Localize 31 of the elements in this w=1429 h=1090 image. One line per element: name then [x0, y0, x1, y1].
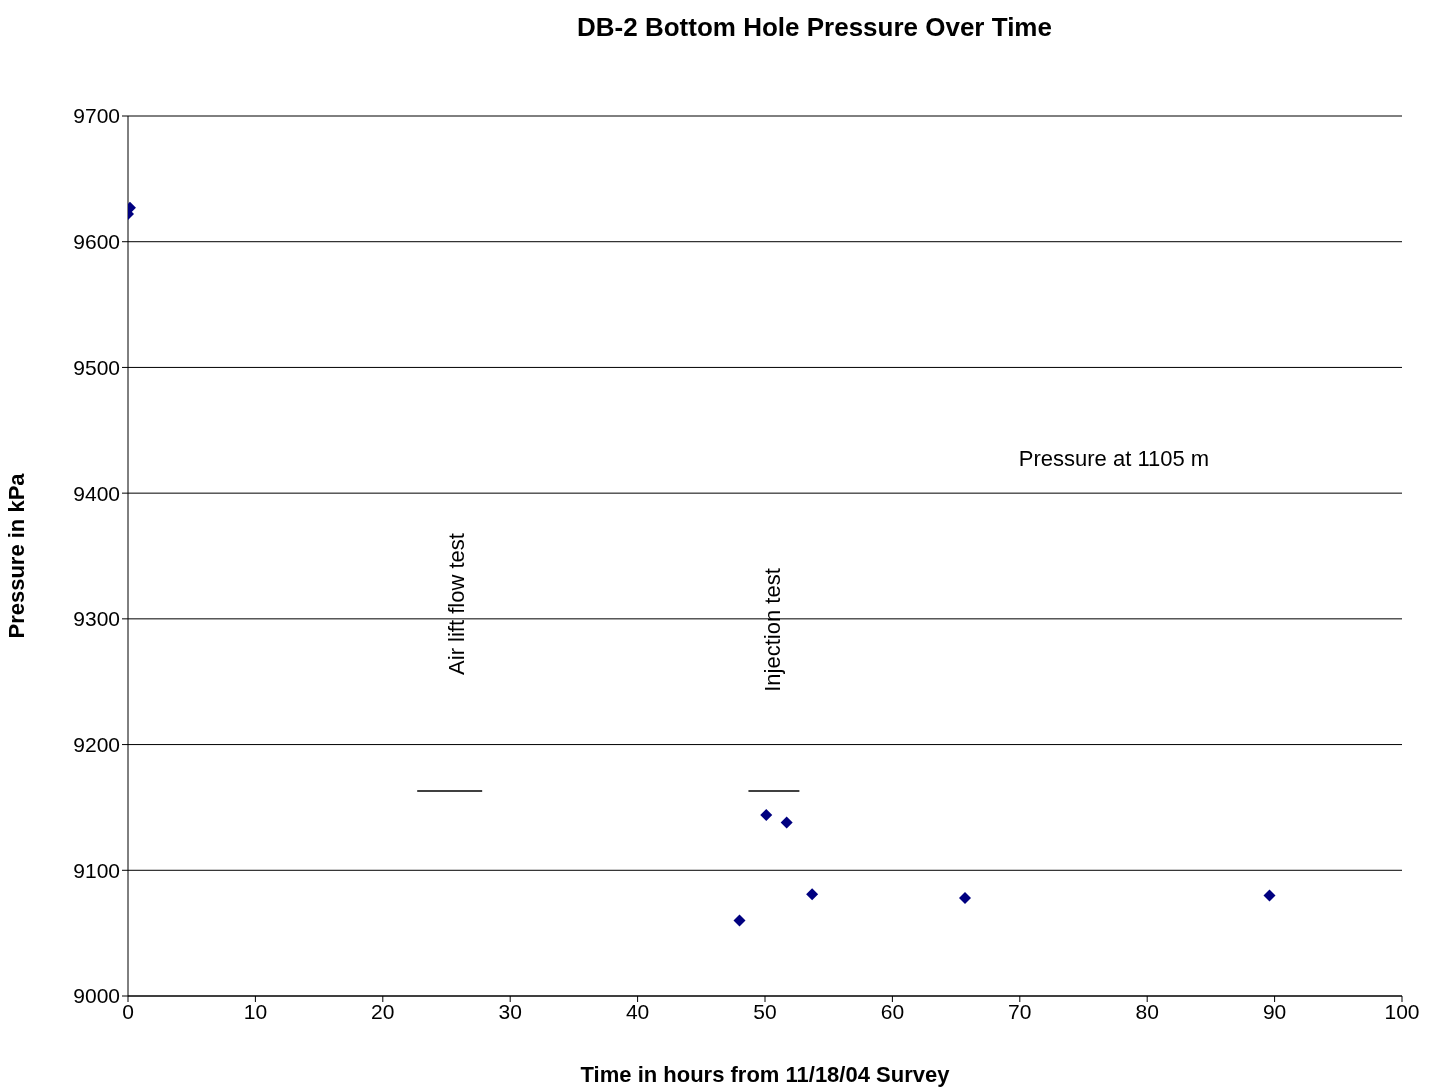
- x-tick-label: 40: [625, 999, 650, 1023]
- point: [760, 808, 773, 821]
- x-tick-label: 60: [880, 999, 905, 1023]
- y-tick-label: 9200: [73, 733, 120, 757]
- x-tick-label: 20: [371, 999, 395, 1023]
- x-tick-label: 80: [1135, 999, 1159, 1023]
- y-tick-label: 9500: [73, 355, 120, 379]
- y-tick-label: 9400: [73, 481, 120, 505]
- x-tick-label: 100: [1384, 999, 1420, 1023]
- y-tick-label: 9300: [73, 607, 120, 631]
- point: [806, 888, 819, 901]
- annotation: Injection test: [760, 568, 786, 692]
- y-tick-label: 9000: [73, 984, 120, 1008]
- x-tick-label: 30: [498, 999, 522, 1023]
- point: [959, 891, 972, 904]
- chart-title: DB-2 Bottom Hole Pressure Over Time: [576, 12, 1053, 43]
- y-axis-title: Pressure in kPa: [3, 472, 29, 639]
- x-tick-label: 10: [243, 999, 268, 1023]
- annotation: Pressure at 1105 m: [1018, 446, 1210, 472]
- x-tick-label: 70: [1008, 999, 1032, 1023]
- point: [733, 914, 746, 927]
- x-tick-label: 50: [753, 999, 777, 1023]
- point: [780, 816, 793, 829]
- x-tick-label: 90: [1262, 999, 1287, 1023]
- x-axis-title: Time in hours from 11/18/04 Survey: [580, 1062, 951, 1087]
- y-tick-label: 9100: [73, 858, 120, 882]
- point: [1263, 889, 1276, 902]
- annotation: Air lift flow test: [444, 533, 470, 675]
- y-tick-label: 9700: [73, 104, 120, 128]
- x-tick-label: 0: [122, 999, 134, 1023]
- y-tick-label: 9600: [73, 230, 120, 254]
